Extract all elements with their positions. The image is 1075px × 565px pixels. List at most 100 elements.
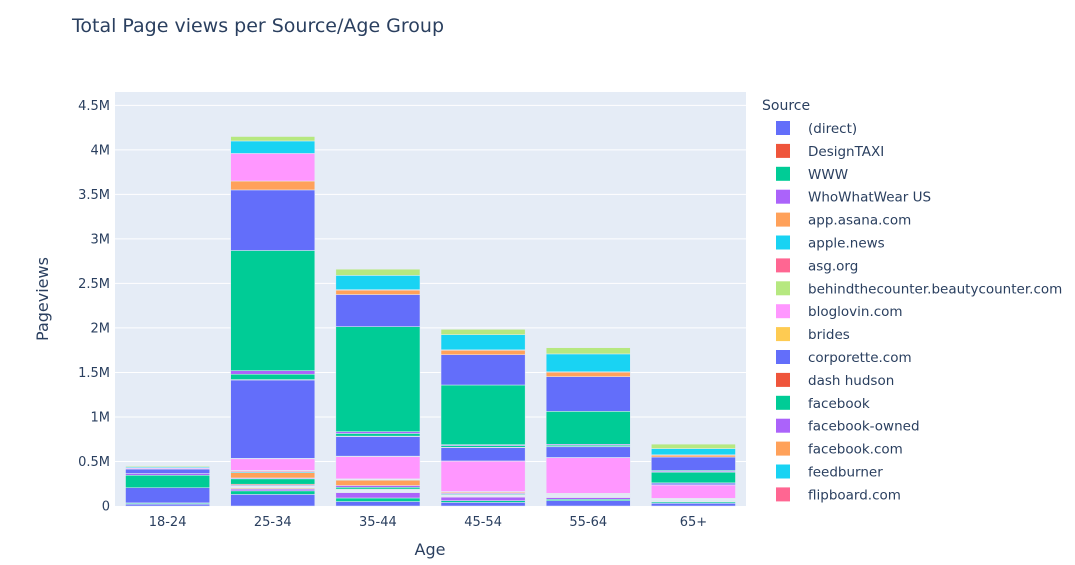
bar-segment <box>335 497 421 502</box>
legend-title: Source <box>762 98 810 114</box>
legend-swatch <box>776 189 790 204</box>
x-axis-title: Age <box>415 540 446 559</box>
bar-segment <box>440 447 526 462</box>
bar-segment <box>545 353 631 372</box>
bar-segment <box>651 456 736 471</box>
bar-segment <box>335 275 421 290</box>
x-tick-labels: 18-24 25-34 35-44 45-54 55-64 65+ <box>149 515 707 530</box>
legend-label: bloglovin.com <box>808 304 903 320</box>
bar-segment <box>440 460 526 492</box>
bar-segment <box>440 502 526 507</box>
bar-segment <box>230 373 316 380</box>
gridlines <box>115 104 746 462</box>
bar-segment <box>440 354 526 386</box>
legend-swatch <box>776 258 790 273</box>
bars <box>125 136 736 507</box>
bar-segment <box>335 326 421 432</box>
bar-segment <box>545 497 631 500</box>
bar-segment <box>440 334 526 351</box>
legend-swatch <box>776 418 790 433</box>
bar-segment <box>545 347 631 355</box>
legend-swatch <box>776 487 790 502</box>
legend-label: WWW <box>808 167 848 183</box>
legend-swatch <box>776 372 790 387</box>
bar-segment <box>125 487 210 504</box>
bar-segment <box>230 490 316 495</box>
bar-segment <box>230 189 316 251</box>
legend-label: (direct) <box>808 121 857 137</box>
bar-segment <box>335 479 421 486</box>
bar-segment <box>440 329 526 335</box>
legend-label: behindthecounter.beautycounter.com <box>808 281 1062 297</box>
bar-segment <box>651 443 736 449</box>
legend-label: flipboard.com <box>808 487 901 503</box>
legend-label: WhoWhatWear US <box>808 190 931 206</box>
bar-segment <box>545 411 631 445</box>
bar-segment <box>651 455 736 458</box>
y-tick-label: 3.5M <box>78 188 110 203</box>
legend: (direct) DesignTAXI WWW WhoWhatWear US app.a… <box>776 121 1062 503</box>
bar-segment <box>335 268 421 276</box>
y-tick-label: 2.5M <box>78 277 110 292</box>
bar-segment <box>125 468 210 474</box>
bar-segment <box>651 503 736 507</box>
legend-swatch <box>776 441 790 456</box>
y-tick-label: 3M <box>91 232 111 247</box>
y-tick-label: 1M <box>91 410 111 425</box>
y-tick-labels: 0 0.5M 1M 1.5M 2M 2.5M 3M 3.5M 4M 4.5M <box>78 99 110 515</box>
bar-segment <box>230 478 316 485</box>
bar-segment <box>230 488 316 492</box>
bar-segment <box>125 465 210 468</box>
bar-segment <box>651 471 736 484</box>
y-tick-label: 4M <box>91 143 111 158</box>
y-tick-label: 1.5M <box>78 366 110 381</box>
legend-label: dash hudson <box>808 373 894 389</box>
legend-swatch <box>776 350 790 364</box>
legend-swatch <box>776 304 790 319</box>
bar-segment <box>440 500 526 503</box>
bar-segment <box>230 136 316 142</box>
legend-label: corporette.com <box>808 350 912 366</box>
bar-segment <box>545 457 631 494</box>
bar-segment <box>230 180 316 191</box>
bar-segment <box>440 350 526 355</box>
legend-label: apple.news <box>808 236 885 252</box>
legend-label: facebook.com <box>808 442 903 458</box>
bar-segment <box>335 456 421 480</box>
bar-segment <box>230 472 316 479</box>
legend-swatch <box>776 395 790 410</box>
y-tick-label: 4.5M <box>78 99 110 114</box>
x-tick-label: 18-24 <box>149 515 187 530</box>
bar-segment <box>651 448 736 456</box>
bar-segment <box>230 458 316 471</box>
legend-swatch <box>776 327 790 342</box>
bar-segment <box>545 500 631 507</box>
bar-segment <box>335 492 421 499</box>
bar-segment <box>230 494 316 507</box>
bar-segment <box>440 384 526 445</box>
bar-segment <box>230 250 316 371</box>
y-tick-label: 2M <box>91 321 111 336</box>
legend-swatch <box>776 121 790 135</box>
bar-segment <box>335 487 421 490</box>
legend-label: DesignTAXI <box>808 144 884 160</box>
bar-segment <box>440 445 526 448</box>
x-tick-label: 65+ <box>680 515 707 530</box>
x-tick-label: 55-64 <box>569 515 607 530</box>
bar-segment <box>125 475 210 488</box>
bar-segment <box>230 153 316 182</box>
legend-label: asg.org <box>808 258 858 274</box>
bar-segment <box>335 485 421 488</box>
legend-swatch <box>776 464 790 479</box>
x-tick-label: 35-44 <box>359 515 397 530</box>
legend-swatch <box>776 143 790 158</box>
bar-segment <box>335 436 421 457</box>
legend-label: brides <box>808 327 850 343</box>
y-tick-label: 0.5M <box>78 455 110 470</box>
bar-segment <box>545 446 631 458</box>
legend-swatch <box>776 235 790 250</box>
x-tick-label: 25-34 <box>254 515 292 530</box>
x-tick-label: 45-54 <box>464 515 502 530</box>
bar-segment <box>230 370 316 375</box>
bar-segment <box>545 371 631 377</box>
